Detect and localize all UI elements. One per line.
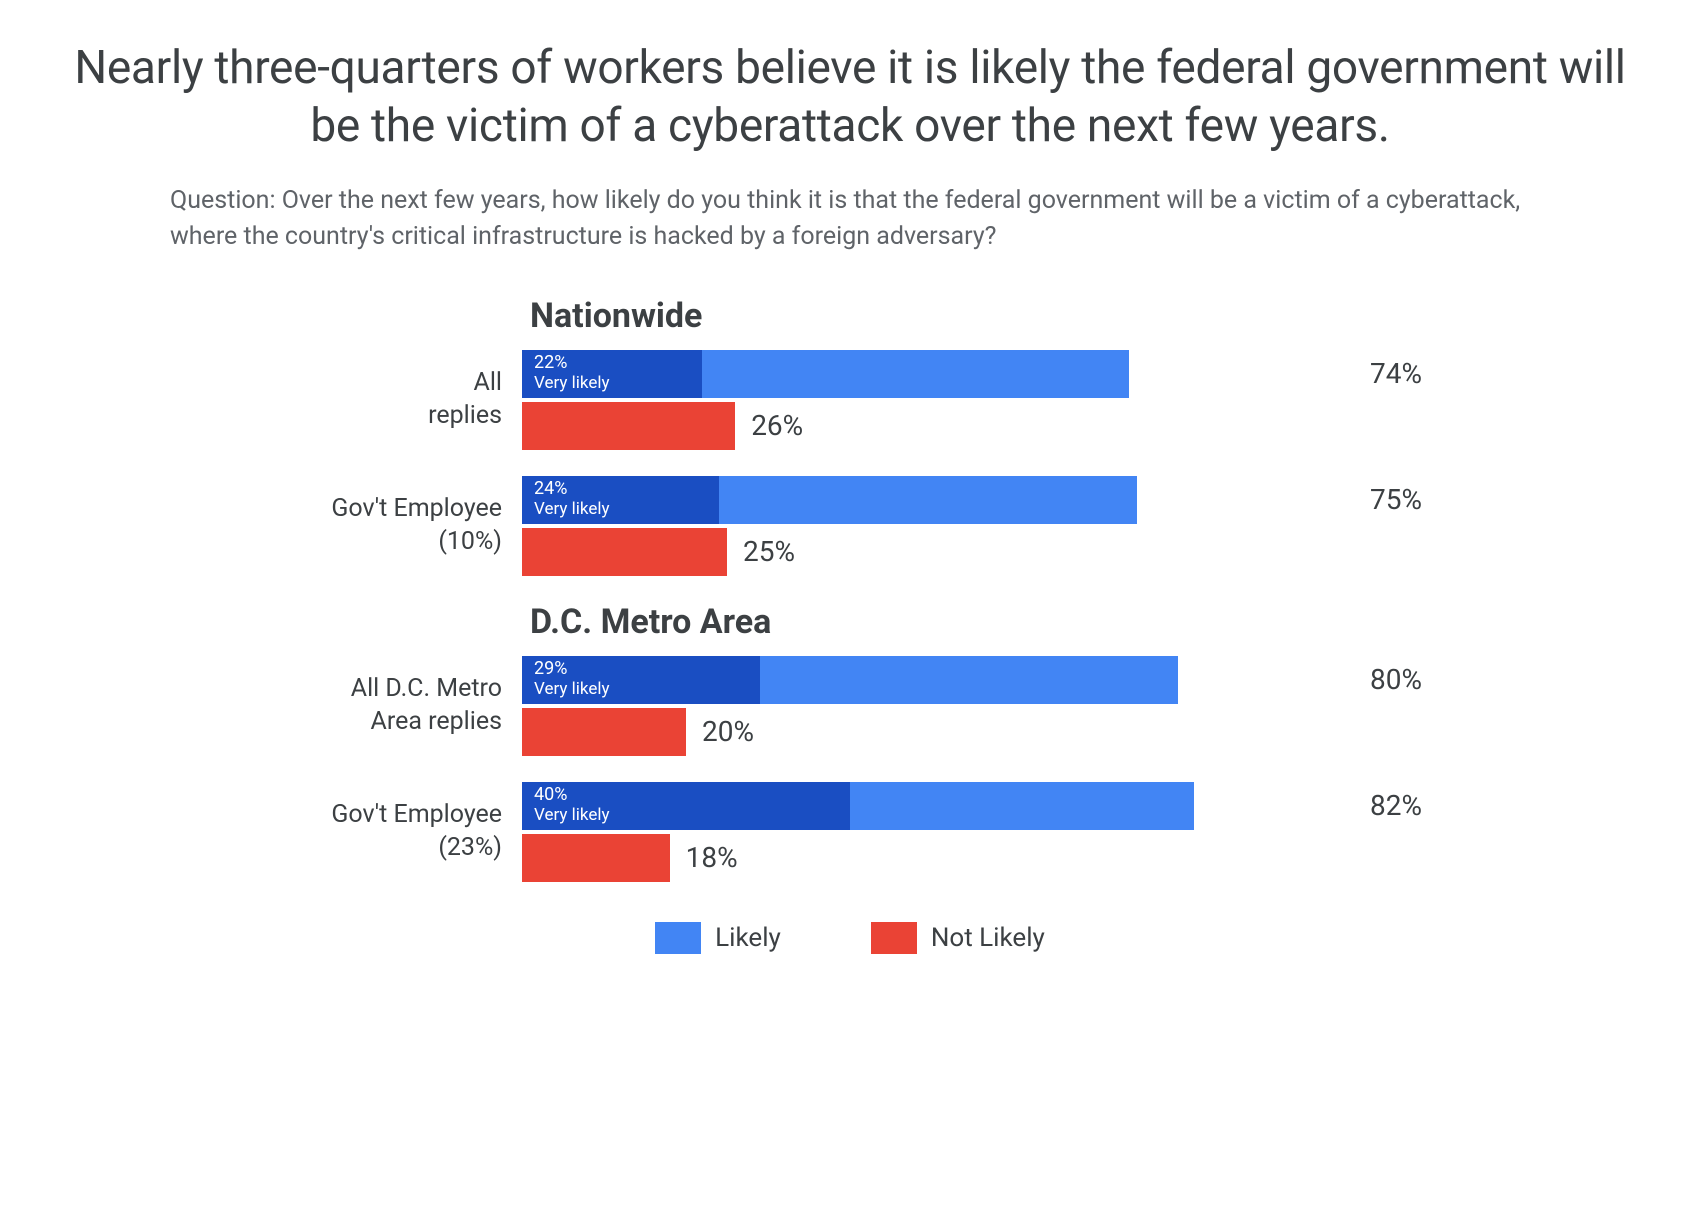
bar-likely-total: 29%Very likely — [522, 656, 1178, 704]
bar-segment-not-likely — [522, 528, 727, 576]
likely-total-value-label: 80% — [1360, 656, 1510, 704]
bar-segment-not-likely — [522, 708, 686, 756]
not-likely-value-label: 20% — [686, 715, 754, 748]
very-likely-inbar-label: 40%Very likely — [534, 784, 610, 826]
likely-total-value-label: 74% — [1360, 350, 1510, 398]
legend-swatch-not-likely — [871, 922, 917, 954]
chart-group: All D.C. MetroArea replies29%Very likely… — [190, 656, 1510, 756]
chart-legend: Likely Not Likely — [60, 922, 1640, 954]
very-likely-inbar-label: 24%Very likely — [534, 478, 610, 520]
bar-likely-total: 24%Very likely — [522, 476, 1137, 524]
bar-row-likely: 22%Very likely — [522, 350, 1342, 398]
not-likely-value-label: 18% — [670, 841, 738, 874]
bar-segment-very-likely: 29%Very likely — [522, 656, 760, 704]
cyberattack-likelihood-chart: NationwideAllreplies 22%Very likely 26% 74%… — [190, 296, 1510, 882]
chart-group: Gov't Employee(10%) 24%Very likely 25% 75% — [190, 476, 1510, 576]
bar-segment-not-likely — [522, 834, 670, 882]
bar-row-not-likely: 20% — [522, 708, 1342, 756]
bar-not-likely — [522, 528, 727, 576]
bar-row-likely: 24%Very likely — [522, 476, 1342, 524]
bar-likely-total: 40%Very likely — [522, 782, 1194, 830]
end-label-column: 74% — [1360, 350, 1510, 450]
very-likely-inbar-label: 22%Very likely — [534, 352, 610, 394]
likely-total-value-label: 82% — [1360, 782, 1510, 830]
legend-item-not-likely: Not Likely — [871, 922, 1045, 954]
bar-segment-very-likely: 24%Very likely — [522, 476, 719, 524]
chart-page: Nearly three-quarters of workers believe… — [0, 0, 1700, 1014]
bar-not-likely — [522, 834, 670, 882]
bar-likely-total: 22%Very likely — [522, 350, 1129, 398]
end-label-column: 80% — [1360, 656, 1510, 756]
bars-column: 29%Very likely 20% — [522, 656, 1360, 756]
bar-segment-not-likely — [522, 402, 735, 450]
bar-row-not-likely: 26% — [522, 402, 1342, 450]
chart-group: Allreplies 22%Very likely 26% 74% — [190, 350, 1510, 450]
bar-segment-very-likely: 22%Very likely — [522, 350, 702, 398]
likely-total-value-label: 75% — [1360, 476, 1510, 524]
bar-segment-very-likely: 40%Very likely — [522, 782, 850, 830]
bar-not-likely — [522, 402, 735, 450]
bars-column: 24%Very likely 25% — [522, 476, 1360, 576]
end-label-column: 75% — [1360, 476, 1510, 576]
page-title: Nearly three-quarters of workers believe… — [60, 40, 1640, 155]
legend-swatch-likely — [655, 922, 701, 954]
category-label: All D.C. MetroArea replies — [190, 673, 522, 738]
legend-label-not-likely: Not Likely — [931, 923, 1045, 953]
legend-item-likely: Likely — [655, 922, 781, 954]
bar-row-likely: 29%Very likely — [522, 656, 1342, 704]
end-label-column: 82% — [1360, 782, 1510, 882]
survey-question: Question: Over the next few years, how l… — [90, 183, 1610, 256]
category-label: Gov't Employee(23%) — [190, 799, 522, 864]
chart-group: Gov't Employee(23%) 40%Very likely 18% 82% — [190, 782, 1510, 882]
bars-column: 22%Very likely 26% — [522, 350, 1360, 450]
bar-row-not-likely: 18% — [522, 834, 1342, 882]
very-likely-inbar-label: 29%Very likely — [534, 658, 610, 700]
not-likely-value-label: 25% — [727, 535, 795, 568]
chart-section-heading: D.C. Metro Area — [530, 602, 1510, 642]
bars-column: 40%Very likely 18% — [522, 782, 1360, 882]
bar-not-likely — [522, 708, 686, 756]
bar-row-not-likely: 25% — [522, 528, 1342, 576]
legend-label-likely: Likely — [715, 923, 781, 953]
bar-row-likely: 40%Very likely — [522, 782, 1342, 830]
not-likely-value-label: 26% — [735, 409, 803, 442]
chart-section-heading: Nationwide — [530, 296, 1510, 336]
category-label: Gov't Employee(10%) — [190, 493, 522, 558]
category-label: Allreplies — [190, 367, 522, 432]
